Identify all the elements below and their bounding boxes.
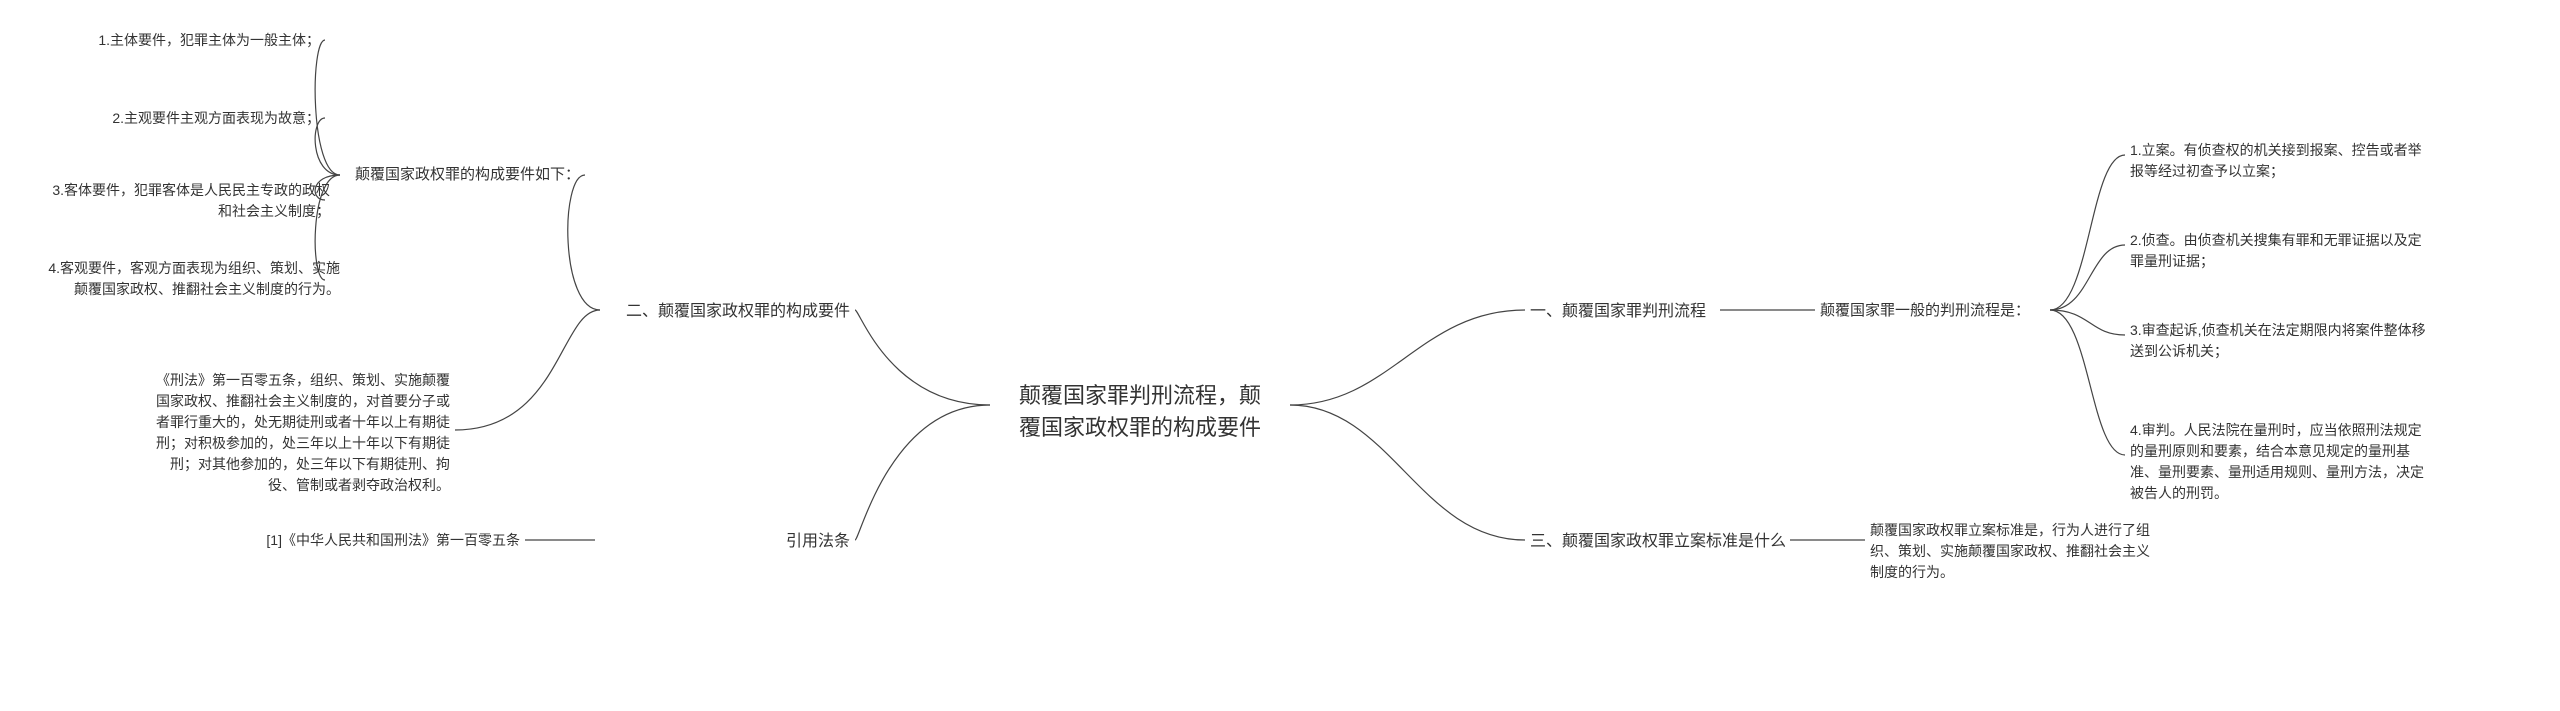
- branch-2-el-4: 4.客观要件，客观方面表现为组织、策划、实施颠覆国家政权、推翻社会主义制度的行为…: [40, 258, 340, 300]
- branch-2-el-1: 1.主体要件，犯罪主体为一般主体；: [60, 30, 320, 51]
- branch-2-law-105: 《刑法》第一百零五条，组织、策划、实施颠覆国家政权、推翻社会主义制度的，对首要分…: [150, 370, 450, 496]
- branch-1-step-4: 4.审判。人民法院在量刑时，应当依照刑法规定的量刑原则和要素，结合本意见规定的量…: [2130, 420, 2430, 504]
- branch-3-standards: 三、颠覆国家政权罪立案标准是什么: [1530, 530, 1790, 554]
- branch-2-el-3: 3.客体要件，犯罪客体是人民民主专政的政权和社会主义制度；: [50, 180, 330, 222]
- branch-1-procedure: 一、颠覆国家罪判刑流程: [1530, 300, 1750, 324]
- branch-3-detail: 颠覆国家政权罪立案标准是，行为人进行了组织、策划、实施颠覆国家政权、推翻社会主义…: [1870, 520, 2160, 583]
- branch-2-elements: 二、颠覆国家政权罪的构成要件: [600, 300, 850, 324]
- root-node: 颠覆国家罪判刑流程，颠 覆国家政权罪的构成要件: [990, 380, 1290, 444]
- branch-2-el-2: 2.主观要件主观方面表现为故意；: [60, 108, 320, 129]
- branch-1-step-3: 3.审查起诉,侦查机关在法定期限内将案件整体移送到公诉机关；: [2130, 320, 2430, 362]
- branch-4-law-ref: 引用法条: [600, 530, 850, 554]
- branch-4-citation: [1]《中华人民共和国刑法》第一百零五条: [200, 530, 520, 551]
- branch-1-step-2: 2.侦查。由侦查机关搜集有罪和无罪证据以及定罪量刑证据；: [2130, 230, 2430, 272]
- branch-2-sub: 颠覆国家政权罪的构成要件如下：: [340, 164, 580, 187]
- branch-1-step-1: 1.立案。有侦查权的机关接到报案、控告或者举报等经过初查予以立案；: [2130, 140, 2430, 182]
- branch-1-sub: 颠覆国家罪一般的判刑流程是：: [1820, 300, 2050, 323]
